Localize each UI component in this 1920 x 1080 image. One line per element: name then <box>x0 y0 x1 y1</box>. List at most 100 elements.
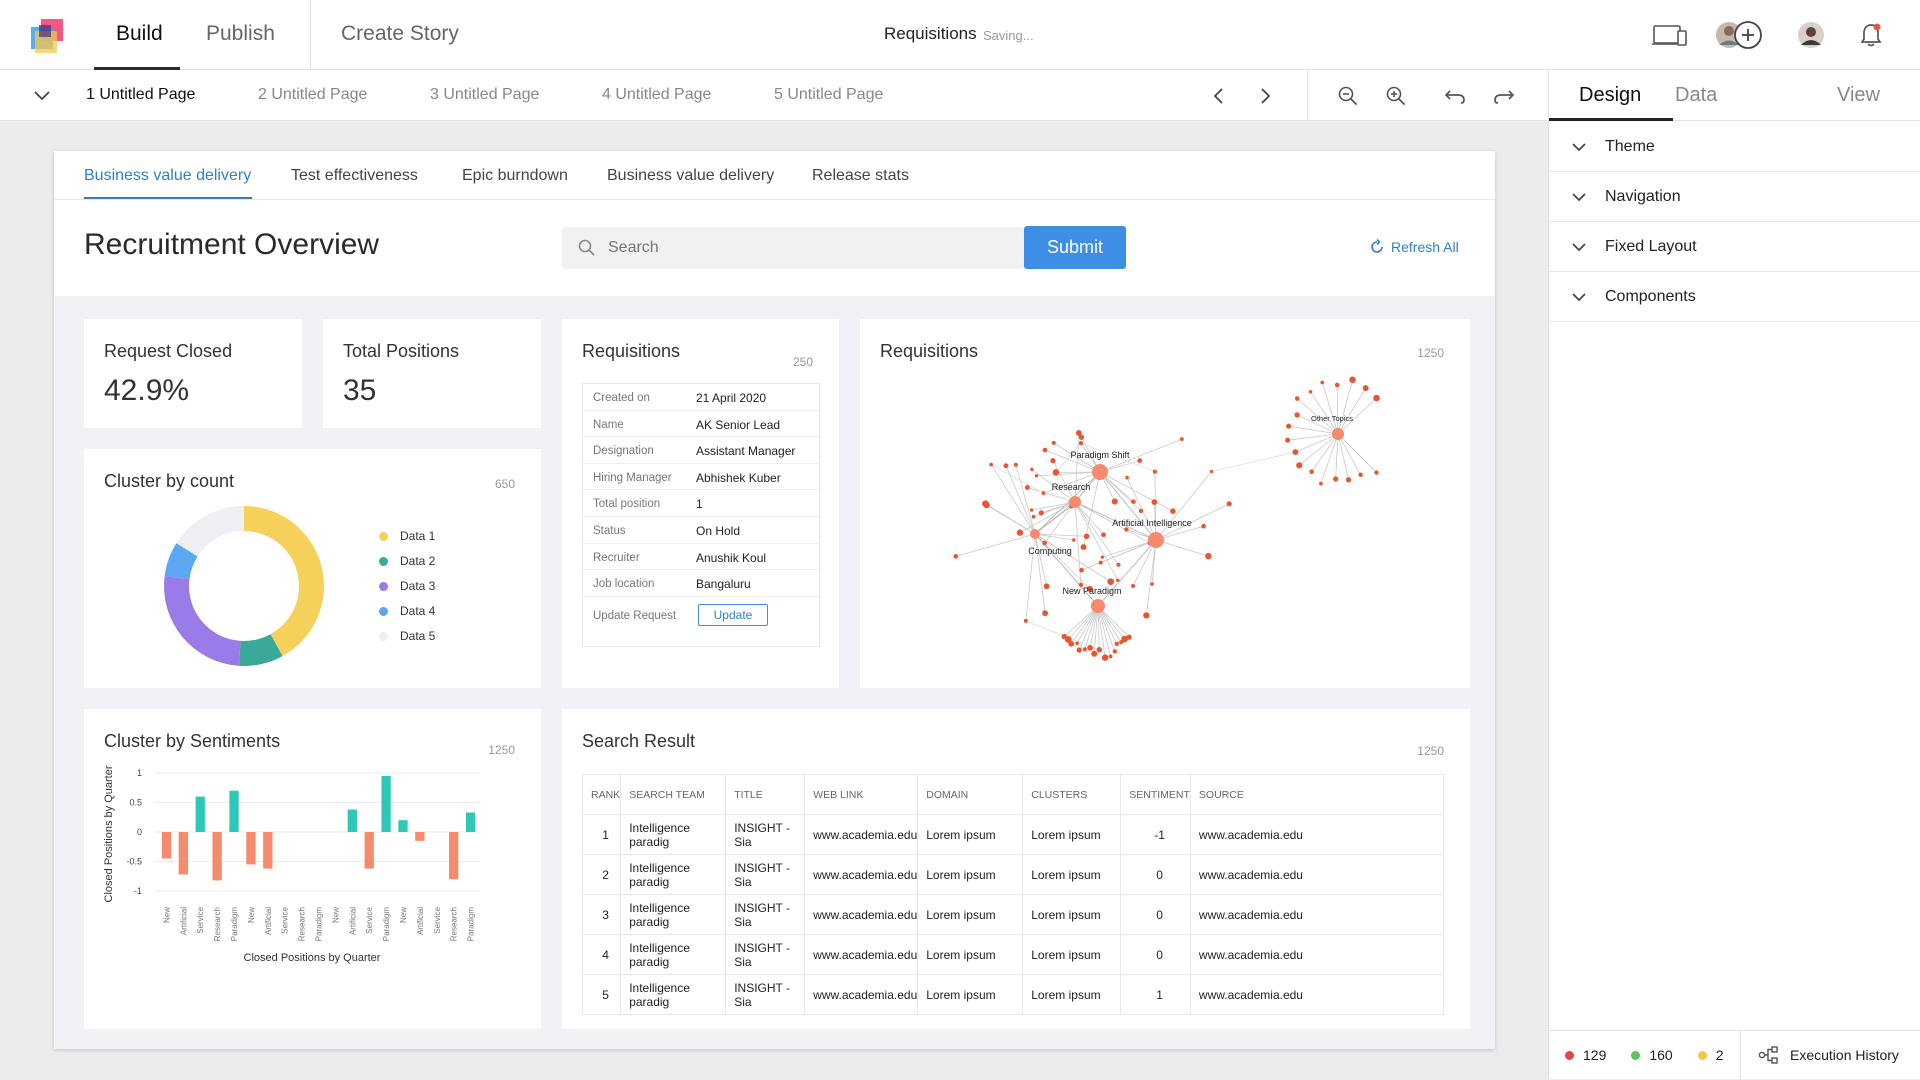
network-node[interactable] <box>1107 578 1114 585</box>
network-node[interactable] <box>1043 448 1048 453</box>
sentiment-bar[interactable] <box>466 813 475 832</box>
chevron-right-icon[interactable] <box>1254 84 1278 108</box>
network-node[interactable] <box>1084 534 1089 539</box>
dash-tab-test-effectiveness[interactable]: Test effectiveness <box>291 167 418 185</box>
column-header[interactable]: WEB LINK <box>805 775 918 815</box>
network-node[interactable] <box>1075 641 1079 645</box>
network-node[interactable] <box>1131 584 1135 588</box>
network-node[interactable] <box>1091 651 1097 657</box>
section-theme[interactable]: Theme <box>1549 122 1920 172</box>
collaborators-add-icon[interactable] <box>1714 18 1766 52</box>
network-node[interactable] <box>1125 476 1129 480</box>
update-button[interactable]: Update <box>698 604 768 626</box>
zoom-out-icon[interactable] <box>1336 84 1360 108</box>
column-header[interactable]: DOMAIN <box>918 775 1023 815</box>
web-link[interactable]: www.academia.edu <box>805 895 918 935</box>
dash-tab-release-stats[interactable]: Release stats <box>812 167 909 185</box>
dash-tab-business-value-delivery[interactable]: Business value delivery <box>84 167 251 185</box>
network-node[interactable] <box>1335 383 1340 388</box>
section-navigation[interactable]: Navigation <box>1549 172 1920 222</box>
dash-tab-business-value-delivery-2[interactable]: Business value delivery <box>607 167 774 185</box>
network-node[interactable] <box>1025 485 1030 490</box>
network-node[interactable] <box>1081 544 1087 550</box>
sentiment-bar[interactable] <box>229 791 238 832</box>
network-node[interactable] <box>953 554 958 559</box>
network-hub-node[interactable] <box>1148 532 1164 548</box>
legend-item[interactable]: Data 1 <box>379 529 435 543</box>
network-node[interactable] <box>1102 654 1109 661</box>
tab-create-story[interactable]: Create Story <box>341 22 459 46</box>
network-node[interactable] <box>1143 612 1149 618</box>
network-node[interactable] <box>1035 474 1038 477</box>
network-node[interactable] <box>1358 473 1362 477</box>
dash-tab-epic-burndown[interactable]: Epic burndown <box>462 167 568 185</box>
tab-view[interactable]: View <box>1837 84 1880 107</box>
web-link[interactable]: www.academia.edu <box>805 935 918 975</box>
tab-publish[interactable]: Publish <box>206 22 275 46</box>
network-node[interactable] <box>1039 510 1044 515</box>
column-header[interactable]: CLUSTERS <box>1023 775 1121 815</box>
network-hub-node[interactable] <box>1069 496 1081 508</box>
page-tab-1[interactable]: 1 Untitled Page <box>86 86 195 104</box>
network-node[interactable] <box>1286 424 1291 429</box>
section-fixed-layout[interactable]: Fixed Layout <box>1549 222 1920 272</box>
network-node[interactable] <box>1210 470 1213 473</box>
app-logo[interactable] <box>31 19 65 53</box>
network-node[interactable] <box>1150 582 1154 586</box>
network-node[interactable] <box>1083 647 1087 651</box>
network-hub-node[interactable] <box>1332 428 1344 440</box>
network-node[interactable] <box>1201 524 1206 529</box>
network-node[interactable] <box>1131 499 1136 504</box>
tab-data[interactable]: Data <box>1675 84 1717 107</box>
network-node[interactable] <box>1077 647 1082 652</box>
network-node[interactable] <box>1137 458 1142 463</box>
network-node[interactable] <box>1053 469 1059 475</box>
network-node[interactable] <box>1285 438 1290 443</box>
source-link[interactable]: www.academia.edu <box>1190 895 1443 935</box>
network-node[interactable] <box>1115 642 1119 646</box>
success-count[interactable]: 160 <box>1631 1047 1672 1063</box>
submit-button[interactable]: Submit <box>1024 226 1126 269</box>
network-node[interactable] <box>1227 501 1232 506</box>
network-node[interactable] <box>1030 468 1033 471</box>
network-node[interactable] <box>1112 498 1118 504</box>
column-header[interactable]: RANK <box>583 775 621 815</box>
undo-icon[interactable] <box>1443 84 1467 108</box>
donut-slice[interactable] <box>164 576 241 666</box>
network-node[interactable] <box>1349 376 1356 383</box>
sentiment-bar[interactable] <box>263 832 272 869</box>
tab-design[interactable]: Design <box>1579 84 1641 107</box>
network-node[interactable] <box>1041 491 1045 495</box>
network-node[interactable] <box>1076 430 1082 436</box>
error-count[interactable]: 129 <box>1565 1047 1606 1063</box>
network-node[interactable] <box>1099 561 1103 565</box>
search-input[interactable] <box>608 227 1008 269</box>
warning-count[interactable]: 2 <box>1698 1047 1724 1063</box>
source-link[interactable]: www.academia.edu <box>1190 855 1443 895</box>
network-hub-node[interactable] <box>1030 529 1040 539</box>
network-node[interactable] <box>1014 463 1018 467</box>
column-header[interactable]: SOURCE <box>1190 775 1443 815</box>
network-node[interactable] <box>1294 412 1299 417</box>
sentiment-bar[interactable] <box>398 820 407 832</box>
chevron-down-icon[interactable] <box>30 86 54 106</box>
network-node[interactable] <box>1296 462 1302 468</box>
network-node[interactable] <box>1346 477 1351 482</box>
network-node[interactable] <box>1017 529 1023 535</box>
network-node[interactable] <box>1170 508 1176 514</box>
user-avatar[interactable] <box>1797 21 1825 49</box>
redo-icon[interactable] <box>1492 84 1516 108</box>
donut-slice[interactable] <box>244 506 324 656</box>
donut-slice[interactable] <box>176 506 244 557</box>
network-node[interactable] <box>1003 463 1008 468</box>
network-node[interactable] <box>1292 449 1298 455</box>
sentiment-bar[interactable] <box>162 832 171 859</box>
network-node[interactable] <box>1205 553 1211 559</box>
network-node[interactable] <box>1116 578 1120 582</box>
network-node[interactable] <box>1153 469 1157 473</box>
network-node[interactable] <box>1363 385 1369 391</box>
network-hub-node[interactable] <box>1091 599 1105 613</box>
